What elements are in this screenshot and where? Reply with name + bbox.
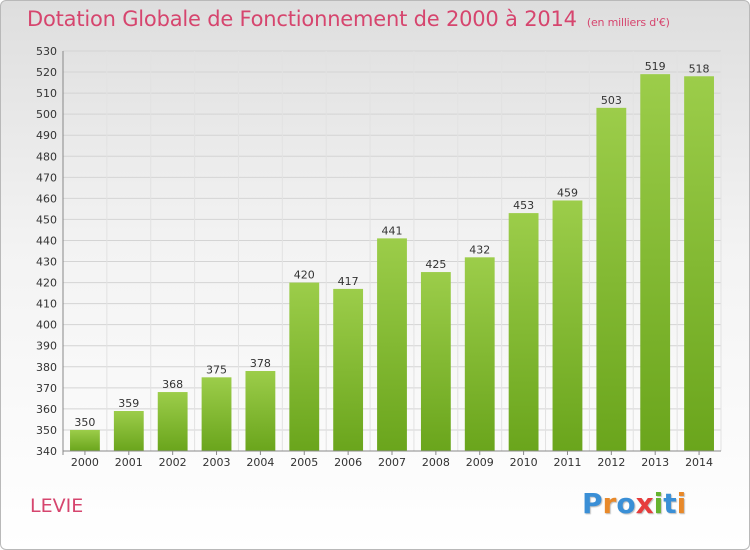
x-tick-label: 2005 xyxy=(290,456,318,469)
axis-layer: 340 350 360 370 380 390 400 410 420 430 440 450 460 4… xyxy=(36,45,721,469)
data-label: 459 xyxy=(557,186,578,199)
logo-letter: t xyxy=(663,487,677,520)
y-tick-label: 360 xyxy=(36,403,57,416)
data-label: 518 xyxy=(689,62,710,75)
logo-letter: i xyxy=(676,487,687,520)
chart-title: Dotation Globale de Fonctionnement de 20… xyxy=(27,7,670,31)
y-tick-label: 510 xyxy=(36,87,57,100)
data-label: 368 xyxy=(162,378,183,391)
x-tick-label: 2014 xyxy=(685,456,713,469)
logo-letter: o xyxy=(616,487,636,520)
data-label: 350 xyxy=(74,416,95,429)
y-tick-label: 410 xyxy=(36,298,57,311)
bar xyxy=(157,392,188,451)
logo-letter: P xyxy=(582,487,603,520)
data-label: 420 xyxy=(294,269,315,282)
y-tick-label: 400 xyxy=(36,319,57,332)
logo-letter: r xyxy=(602,487,617,520)
x-tick-label: 2007 xyxy=(378,456,406,469)
x-tick-label: 2009 xyxy=(466,456,494,469)
x-tick-label: 2010 xyxy=(510,456,538,469)
data-label: 425 xyxy=(425,258,446,271)
y-tick-label: 460 xyxy=(36,192,57,205)
commune-name: LEVIE xyxy=(30,495,84,517)
bar xyxy=(464,257,495,451)
bar xyxy=(596,107,627,451)
y-tick-label: 530 xyxy=(36,45,57,58)
label-layer: 350 359 368 375 378 420 417 441 425 432 453 459 503 5… xyxy=(74,60,709,429)
bar xyxy=(420,272,451,451)
bar xyxy=(640,74,671,451)
data-label: 378 xyxy=(250,357,271,370)
bar xyxy=(684,76,714,452)
bar xyxy=(70,429,100,451)
logo-letter: x xyxy=(635,487,654,520)
y-tick-label: 440 xyxy=(36,234,57,247)
data-label: 519 xyxy=(645,60,666,73)
bar xyxy=(377,238,407,451)
x-tick-label: 2002 xyxy=(159,456,187,469)
y-tick-label: 350 xyxy=(36,424,57,437)
data-label: 441 xyxy=(382,224,403,237)
y-tick-label: 420 xyxy=(36,277,57,290)
x-tick-label: 2004 xyxy=(246,456,274,469)
bar xyxy=(333,288,364,451)
y-tick-label: 340 xyxy=(36,445,57,458)
y-tick-label: 490 xyxy=(36,129,57,142)
x-tick-label: 2008 xyxy=(422,456,450,469)
x-tick-label: 2006 xyxy=(334,456,362,469)
y-tick-label: 450 xyxy=(36,213,57,226)
data-label: 503 xyxy=(601,94,622,107)
y-tick-label: 520 xyxy=(36,66,57,79)
y-tick-label: 390 xyxy=(36,340,57,353)
y-tick-label: 480 xyxy=(36,150,57,163)
data-label: 417 xyxy=(338,275,359,288)
bar xyxy=(201,377,232,451)
x-tick-label: 2012 xyxy=(597,456,625,469)
x-tick-label: 2003 xyxy=(203,456,231,469)
chart-subtitle: (en milliers d'€) xyxy=(586,16,670,29)
y-tick-label: 500 xyxy=(36,108,57,121)
x-tick-label: 2013 xyxy=(641,456,669,469)
bar xyxy=(552,200,583,451)
bar xyxy=(245,371,276,451)
x-tick-label: 2000 xyxy=(71,456,99,469)
data-label: 432 xyxy=(469,243,490,256)
x-tick-label: 2011 xyxy=(553,456,581,469)
y-tick-label: 380 xyxy=(36,361,57,374)
proxiti-logo: Proxiti xyxy=(582,487,686,520)
bar xyxy=(289,282,320,451)
bar-layer xyxy=(70,74,714,452)
y-tick-label: 430 xyxy=(36,256,57,269)
bar xyxy=(113,411,144,451)
y-tick-label: 470 xyxy=(36,171,57,184)
data-label: 375 xyxy=(206,363,227,376)
logo-letter: i xyxy=(653,487,664,520)
data-label: 453 xyxy=(513,199,534,212)
y-tick-label: 370 xyxy=(36,382,57,395)
data-label: 359 xyxy=(118,397,139,410)
bar xyxy=(508,213,539,451)
x-tick-label: 2001 xyxy=(115,456,143,469)
